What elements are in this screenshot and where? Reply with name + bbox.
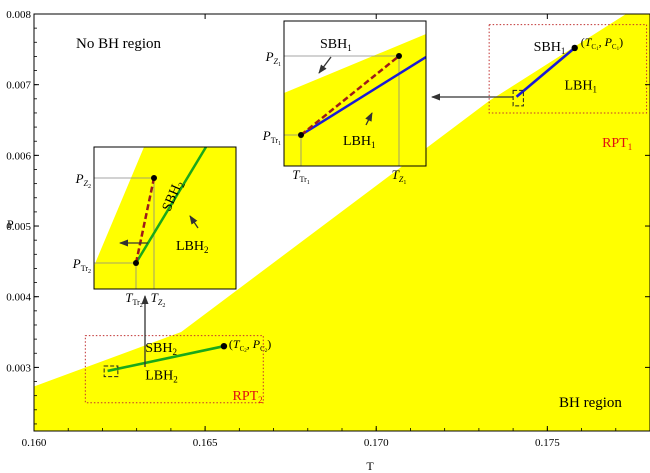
inset-rpt1-sbh-arrow [318, 56, 332, 74]
inset-rpt1-ytick-pz: PZ1 [265, 49, 281, 68]
inset-rpt1: SBH1 LBH1 PZ1 PTr1 TTr1 TZ1 [262, 20, 427, 186]
inset-rpt2-lbh-line [134, 147, 208, 264]
inset-rpt1-xtick-ttr: TTr1 [292, 167, 310, 186]
annotation-rpt-1: RPT1 [602, 136, 632, 152]
critical-point-2 [220, 342, 228, 350]
inset-rpt2-xtick-tz: TZ2 [151, 290, 166, 309]
x-tick-label: 0.160 [22, 437, 47, 449]
inset-rpt2: SBH2 LBH2 PZ2 PTr2 TTr2 TZ2 [72, 146, 237, 309]
annotation-rpt-2: RPT2 [232, 389, 262, 405]
inset-rpt1-label-sbh: SBH1 [320, 37, 352, 53]
inset-rpt2-sbh-arrow [189, 215, 199, 229]
no-bh-region-label: No BH region [76, 36, 161, 52]
inset-rpt2-label-lbh: LBH2 [176, 239, 209, 255]
y-tick-label: 0.006 [6, 150, 31, 162]
inset-rpt2-point-tr [133, 260, 139, 266]
inset-rpt2-xtick-ttr: TTr2 [125, 290, 143, 309]
curve-annotations: SBH1 LBH1 RPT1 SBH2 LBH2 RPT2 [145, 40, 632, 405]
y-axis-label: P [7, 217, 14, 231]
critical-point-1 [571, 44, 578, 52]
bh-region [34, 14, 650, 431]
annotation-sbh-2: SBH2 [145, 341, 177, 357]
rpt-box-2 [84, 335, 264, 404]
y-tick-label: 0.007 [6, 80, 31, 92]
inset-rpt2-bh-region [94, 147, 236, 289]
x-tick-label: 0.165 [193, 437, 218, 449]
inset-rpt2-ytick-pz: PZ2 [75, 171, 91, 190]
bh-region-label: BH region [559, 395, 622, 411]
inset-rpt2-ytick-ptr: PTr2 [72, 256, 91, 275]
zoom-box-2 [103, 365, 119, 378]
inset-rpt1-unstable-line [300, 55, 400, 136]
inset-rpt1-ytick-ptr: PTr1 [262, 128, 281, 147]
coexistence-line-1 [515, 46, 576, 98]
inset-rpt2-point-z [151, 175, 157, 181]
y-tick-label: 0.008 [6, 9, 31, 21]
y-tick-label: 0.003 [6, 362, 31, 374]
zoom-box-1 [512, 89, 524, 107]
inset-rpt1-point-tr [298, 132, 304, 138]
inset-rpt1-point-z [396, 53, 402, 59]
inset-rpt2-unstable-line [134, 177, 156, 264]
x-axis-label: T [366, 459, 374, 473]
inset-rpt1-lbh-line [300, 55, 426, 137]
annotation-sbh-1: SBH1 [534, 40, 566, 56]
inset-rpt1-xtick-tz: TZ1 [392, 167, 407, 186]
annotation-lbh-2: LBH2 [145, 368, 178, 384]
rpt-boxes [84, 24, 648, 404]
coexistence-line-2 [107, 344, 225, 373]
inset-rpt1-lbh-arrow [365, 112, 373, 126]
x-tick-label: 0.175 [535, 437, 560, 449]
annotation-lbh-1: LBH1 [564, 79, 597, 95]
y-tick-label: 0.004 [6, 292, 31, 304]
inset-rpt1-frame [283, 20, 427, 167]
inset-rpt2-frame [93, 146, 237, 290]
y-tick-label: 0.005 [6, 221, 31, 233]
x-tick-label: 0.170 [364, 437, 389, 449]
inset-rpt1-label-lbh: LBH1 [343, 134, 376, 150]
axes: 0.160 0.165 0.170 0.175 0.003 0.004 0.005 0.006… [6, 9, 650, 449]
bh-region-fill [34, 14, 650, 431]
